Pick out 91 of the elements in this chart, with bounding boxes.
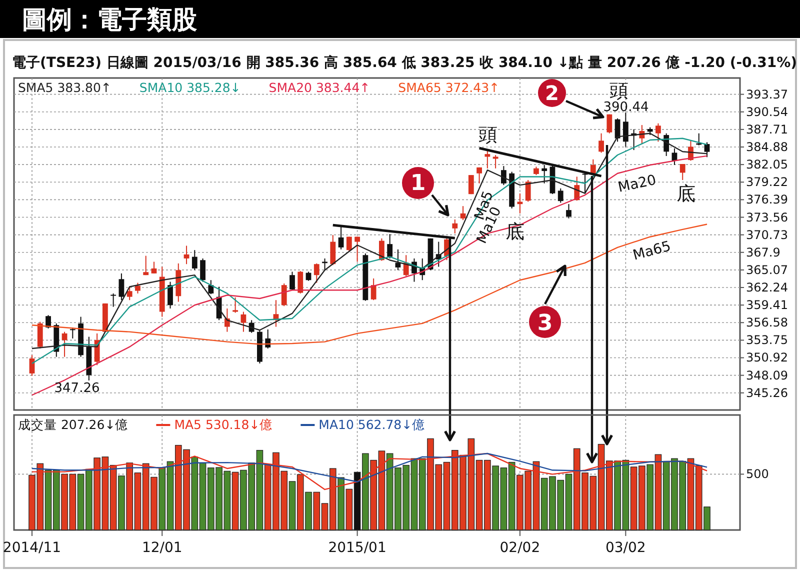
text: SMA65 372.43↑ <box>398 80 500 95</box>
candlestick <box>346 236 352 252</box>
candlestick <box>460 206 466 221</box>
chart-subtitle: 電子(TSE23) 日線圖 2015/03/16 開 385.36 高 385.64 低 383.25 收 384.10 ↓點 量 207.26 億 -1.20 (-0.31%) <box>12 54 797 71</box>
annotation: 頭 <box>478 124 498 146</box>
y-tick-label: 365.07 <box>746 262 788 277</box>
annotation: Ma20 <box>616 172 658 196</box>
text: SMA5 383.80↑ <box>18 80 112 95</box>
y-tick-label: 345.26 <box>746 386 788 400</box>
annotation: 底 <box>676 183 696 205</box>
candlestick <box>151 261 157 274</box>
candlestick <box>135 282 140 294</box>
candlestick <box>476 166 482 184</box>
candlestick <box>70 326 76 339</box>
candlestick <box>184 245 190 265</box>
candlestick <box>265 328 271 349</box>
x-tick-label: 2015/01 <box>328 540 386 556</box>
candlestick <box>330 234 336 266</box>
candlestick <box>126 286 132 301</box>
candlestick <box>452 218 458 234</box>
annotation: 390.44 <box>603 100 649 115</box>
y-tick-label: 367.9 <box>746 245 780 260</box>
y-tick-label: 500 <box>746 467 769 482</box>
candlestick <box>622 112 628 148</box>
y-tick-label: 379.22 <box>746 175 788 190</box>
y-tick-label: 350.92 <box>746 350 788 365</box>
y-tick-label: 353.75 <box>746 333 788 348</box>
y-tick-label: 373.56 <box>746 210 788 224</box>
x-tick-label: 03/02 <box>605 540 646 556</box>
chart-title: 圖例：電子類股 <box>22 5 198 34</box>
candlestick <box>500 166 506 186</box>
candlestick <box>118 272 124 301</box>
candlestick <box>322 258 328 271</box>
candlestick <box>143 255 149 276</box>
annotation: 3 <box>537 311 553 336</box>
candlestick <box>110 292 116 308</box>
candlestick <box>484 150 490 169</box>
text: SMA20 383.44↑ <box>268 80 370 95</box>
candlestick <box>298 270 304 294</box>
text: SMA10 385.28↓ <box>139 80 241 95</box>
candlestick <box>656 122 661 142</box>
candlestick <box>598 132 604 154</box>
y-tick-label: 393.37 <box>746 87 788 102</box>
y-tick-label: 370.73 <box>746 228 788 242</box>
y-tick-label: 376.39 <box>746 192 788 207</box>
candlestick <box>566 204 572 219</box>
candlestick <box>517 192 523 214</box>
candlestick <box>370 278 376 301</box>
candlestick <box>354 236 360 262</box>
y-tick-label: 384.88 <box>746 140 788 154</box>
candlestick <box>281 282 287 307</box>
annotation: 底 <box>506 221 524 243</box>
annotation: Ma65 <box>631 238 673 264</box>
candlestick <box>314 262 320 284</box>
candlestick <box>492 154 498 169</box>
x-tick-label: 02/02 <box>500 540 540 556</box>
candlestick <box>46 314 51 329</box>
candlestick <box>192 250 198 271</box>
annotation: 頭 <box>610 80 628 102</box>
y-tick-label: 348.09 <box>746 368 788 382</box>
legend-label: MA10 562.78↓億 <box>318 417 426 432</box>
annotation: 1 <box>410 171 426 196</box>
candlestick <box>200 258 206 282</box>
candlestick <box>232 296 238 314</box>
text: 成交量 207.26↓億 <box>18 417 128 432</box>
line-series <box>31 155 708 396</box>
candlestick <box>168 281 173 309</box>
y-tick-label: 390.54 <box>746 104 788 119</box>
x-tick-label: 2014/11 <box>2 540 62 556</box>
x-tick-label: 12/01 <box>142 540 182 556</box>
y-tick-label: 356.58 <box>746 316 788 330</box>
annotation: 347.26 <box>54 381 100 396</box>
candlestick <box>606 114 612 134</box>
y-tick-label: 359.41 <box>746 298 788 312</box>
candlestick <box>224 308 230 332</box>
annotation: 2 <box>545 81 559 105</box>
candlestick <box>290 271 295 291</box>
candlestick <box>208 280 214 295</box>
legend-label: MA5 530.18↓億 <box>174 417 273 432</box>
candlestick <box>395 248 401 271</box>
candlestick <box>468 174 474 195</box>
candlestick <box>62 331 68 358</box>
y-tick-label: 387.71 <box>746 122 788 136</box>
candlestick <box>37 321 43 349</box>
candlestick <box>558 188 564 204</box>
y-tick-label: 362.24 <box>746 280 788 294</box>
candlestick <box>525 180 531 202</box>
y-tick-label: 382.05 <box>746 158 788 172</box>
candlestick <box>240 311 246 332</box>
candlestick <box>704 142 710 158</box>
candlestick <box>680 164 686 181</box>
